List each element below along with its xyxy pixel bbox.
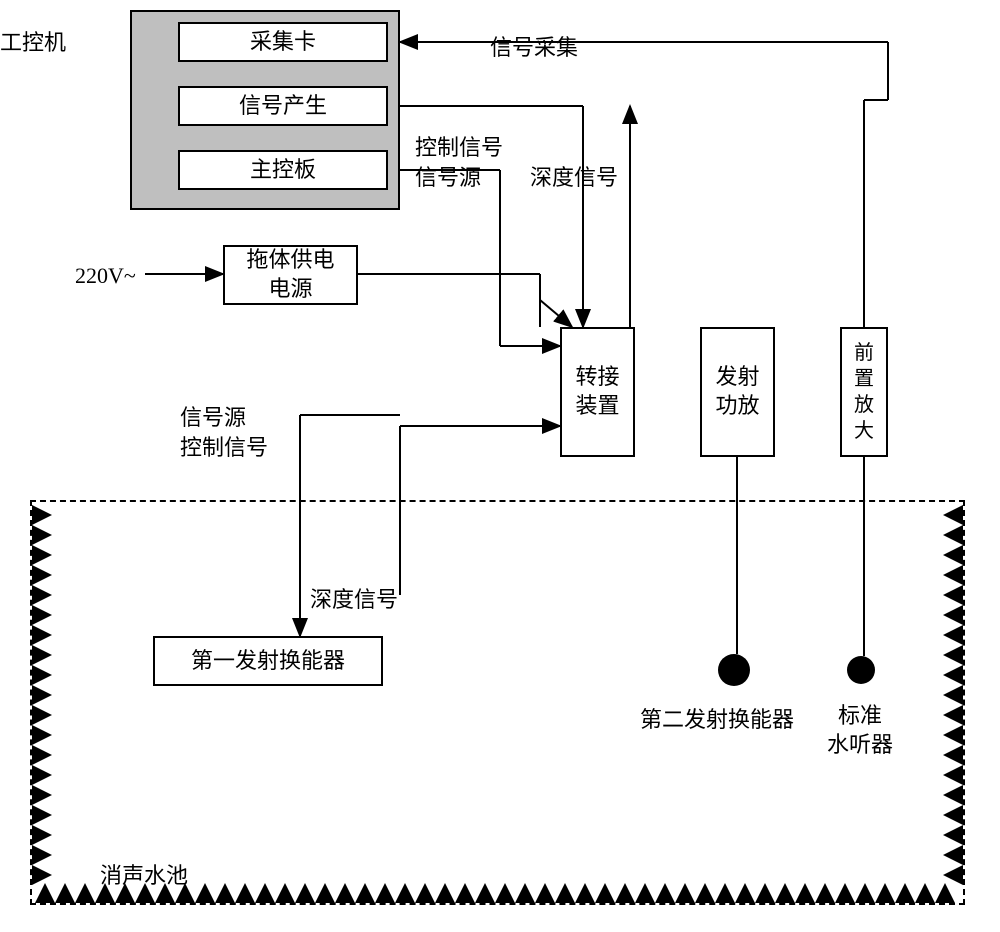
signal-acquisition-label: 信号采集 [490, 30, 578, 62]
depth-signal-label-top: 深度信号 [530, 160, 618, 192]
acquisition-card-label: 采集卡 [250, 28, 316, 57]
first-transducer-label: 第一发射换能器 [191, 647, 345, 676]
signal-generation-label: 信号产生 [239, 92, 327, 121]
signal-source-label-1: 信号源 [415, 160, 481, 192]
diagram-root: 工控机 采集卡 信号产生 主控板 拖体供电 电源 转接 装置 发射 功放 前 置… [0, 0, 1000, 932]
hydrophone-dot [847, 656, 875, 684]
control-signal-label-2: 控制信号 [180, 430, 268, 462]
adapter-device-label: 转接 装置 [575, 363, 619, 420]
transmit-amplifier-label: 发射 功放 [715, 363, 759, 420]
adapter-device-box: 转接 装置 [560, 327, 635, 457]
signal-generation-box: 信号产生 [178, 86, 388, 126]
hydrophone-label: 标准 水听器 [827, 702, 893, 759]
signal-source-label-2: 信号源 [180, 400, 246, 432]
preamplifier-label: 前 置 放 大 [854, 340, 874, 444]
tow-power-supply-box: 拖体供电 电源 [223, 245, 358, 305]
second-transducer-dot [718, 654, 750, 686]
main-control-board-box: 主控板 [178, 150, 388, 190]
power-input-label: 220V~ [75, 263, 136, 289]
transmit-amplifier-box: 发射 功放 [700, 327, 775, 457]
first-transducer-box: 第一发射换能器 [153, 636, 383, 686]
preamplifier-box: 前 置 放 大 [840, 327, 888, 457]
depth-signal-label-bottom: 深度信号 [310, 582, 398, 614]
acquisition-card-box: 采集卡 [178, 22, 388, 62]
main-control-board-label: 主控板 [250, 156, 316, 185]
tow-power-supply-label: 拖体供电 电源 [246, 246, 334, 303]
second-transducer-label: 第二发射换能器 [640, 702, 794, 734]
industrial-computer-label: 工控机 [0, 25, 66, 57]
anechoic-pool-border [30, 500, 965, 905]
control-signal-label-1: 控制信号 [415, 130, 503, 162]
anechoic-pool-label: 消声水池 [100, 858, 188, 890]
